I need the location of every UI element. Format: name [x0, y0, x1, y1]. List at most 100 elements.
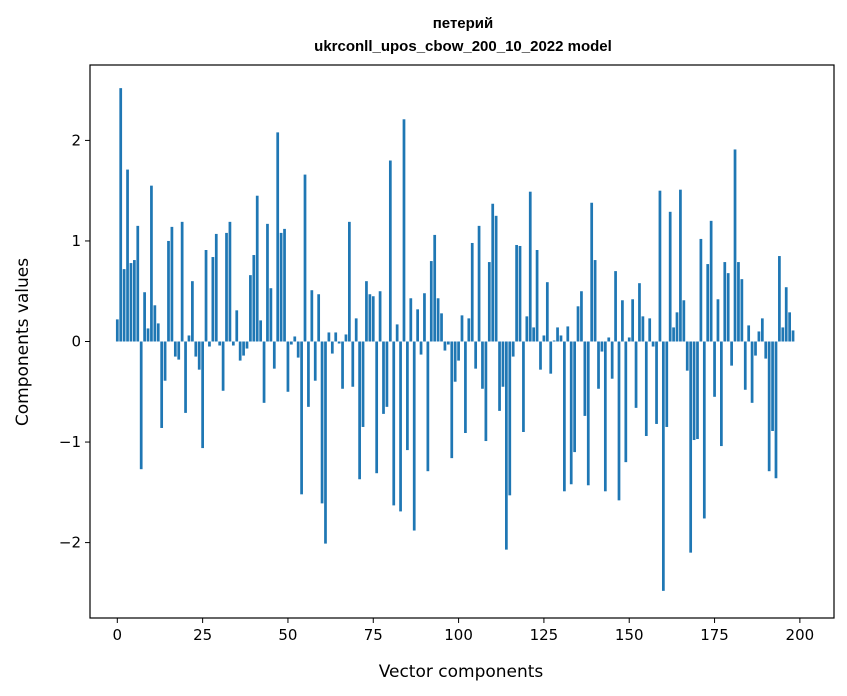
bar	[279, 232, 283, 342]
bar	[679, 189, 682, 342]
bar	[259, 320, 263, 342]
bar	[361, 341, 365, 427]
bar	[341, 341, 344, 389]
chart-title-line2: ukrconll_upos_cbow_200_10_2022 model	[314, 38, 612, 55]
bar	[156, 323, 160, 342]
bar	[119, 88, 123, 342]
bar	[481, 341, 484, 389]
bar	[713, 341, 716, 397]
bar	[310, 290, 314, 342]
y-tick-label: 0	[71, 333, 81, 351]
bar	[760, 318, 764, 342]
bar	[388, 160, 392, 342]
bar	[474, 341, 478, 369]
bar	[201, 341, 204, 449]
bar	[402, 119, 406, 342]
bar	[399, 341, 402, 512]
bar	[477, 225, 481, 342]
bar	[173, 341, 177, 357]
chart-title-line1: петерий	[433, 15, 494, 32]
bar	[423, 293, 426, 342]
bar	[658, 190, 662, 342]
bar	[651, 341, 655, 347]
bar	[368, 294, 372, 342]
bar	[648, 318, 652, 342]
bar	[208, 341, 211, 347]
bar	[784, 287, 788, 342]
bar	[276, 132, 280, 342]
bar	[788, 312, 791, 342]
bar	[375, 341, 379, 474]
bar	[194, 341, 198, 357]
bar	[300, 341, 303, 495]
bar	[187, 335, 191, 342]
bar	[129, 263, 133, 342]
bar	[692, 341, 696, 441]
bar	[576, 306, 580, 342]
bar	[307, 341, 310, 407]
bar	[460, 315, 464, 342]
bar	[610, 341, 614, 379]
bar	[624, 341, 628, 463]
bar	[191, 281, 194, 342]
bar	[675, 312, 679, 342]
bar	[395, 324, 399, 342]
bar	[330, 341, 334, 354]
bar	[382, 341, 385, 414]
bar	[716, 299, 720, 342]
bar	[508, 341, 512, 496]
bar	[559, 335, 563, 342]
bar	[334, 332, 338, 342]
bar	[426, 341, 430, 472]
x-tick-label: 150	[615, 626, 644, 644]
x-tick-label: 125	[530, 626, 559, 644]
bar	[446, 341, 450, 345]
bar	[706, 264, 710, 342]
bar	[573, 341, 576, 453]
bar	[764, 341, 768, 359]
bar	[337, 341, 341, 344]
bar	[249, 275, 252, 342]
bar	[146, 328, 150, 342]
bar	[600, 341, 604, 352]
bar	[522, 341, 525, 432]
bar	[535, 250, 539, 342]
bar	[296, 341, 300, 358]
bar	[324, 341, 327, 544]
bar	[320, 341, 324, 504]
bar	[556, 327, 559, 342]
bar	[737, 262, 740, 342]
bar	[197, 341, 201, 370]
bar	[754, 341, 757, 356]
bar	[515, 244, 518, 342]
bar	[184, 341, 187, 413]
bar	[498, 341, 501, 411]
bar	[528, 191, 532, 342]
x-axis-label: Vector components	[379, 662, 544, 682]
bar	[153, 305, 157, 342]
bar	[634, 341, 638, 408]
y-tick-label: −2	[59, 534, 81, 552]
bar	[238, 341, 242, 361]
bar	[505, 341, 508, 550]
bar	[262, 341, 266, 403]
bar	[218, 341, 222, 346]
bar	[170, 226, 174, 342]
bar	[429, 261, 433, 342]
bar	[726, 273, 730, 342]
bar	[136, 225, 140, 342]
bar	[627, 337, 631, 342]
bar	[740, 279, 744, 342]
bar	[699, 238, 703, 342]
bar	[689, 341, 693, 553]
x-tick-label: 50	[278, 626, 297, 644]
bar	[126, 169, 129, 342]
bar	[409, 298, 413, 342]
bar	[470, 242, 474, 342]
x-tick-label: 200	[786, 626, 815, 644]
y-axis: −2 −1 0 1 2	[59, 131, 90, 552]
bar	[586, 341, 590, 486]
bar	[358, 341, 361, 480]
bar	[566, 326, 570, 342]
